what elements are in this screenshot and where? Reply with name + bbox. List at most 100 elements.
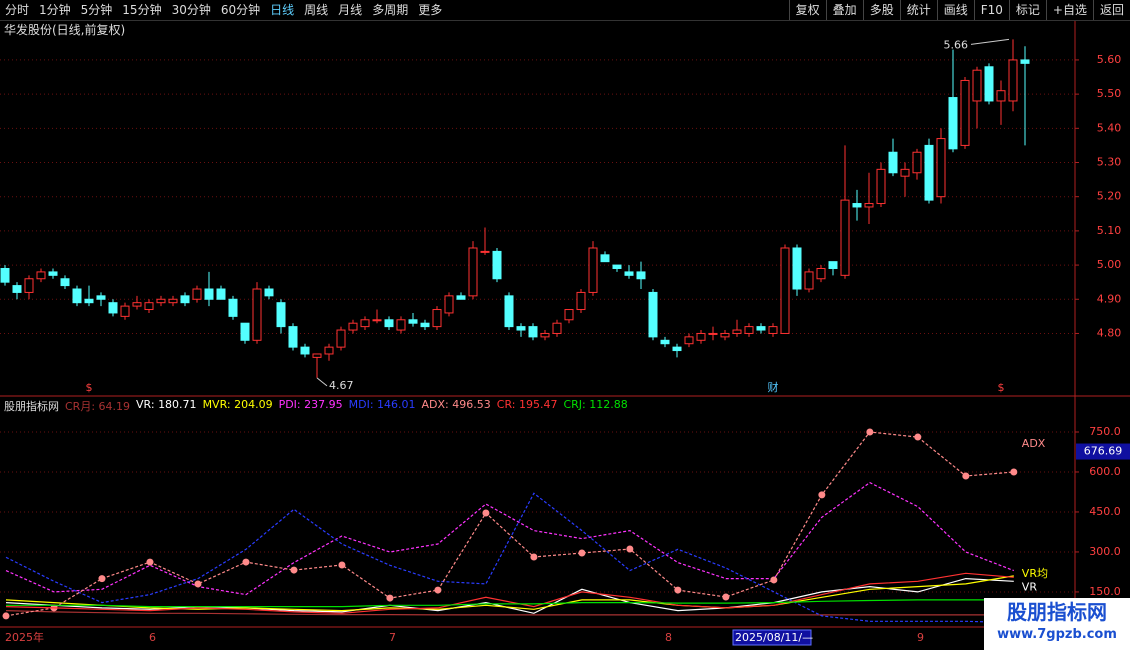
- indicator-line: [5, 572, 1014, 614]
- chart-title: 华发股份(日线,前复权): [4, 23, 126, 37]
- indicator-dot: [242, 558, 250, 566]
- candle-body: [276, 302, 286, 328]
- candle-body: [744, 326, 754, 334]
- legend-item: PDI: 237.95: [278, 398, 343, 411]
- candle-body: [96, 295, 106, 300]
- event-marker: $: [998, 381, 1005, 394]
- button[interactable]: 返回: [1092, 0, 1130, 20]
- x-tick-label: 7: [389, 631, 396, 644]
- tab[interactable]: 更多: [418, 3, 443, 17]
- indicator-dot: [530, 553, 538, 561]
- y-tick-label: 600.0: [1089, 465, 1121, 478]
- indicator-dot: [338, 561, 346, 569]
- candle-body: [732, 329, 742, 334]
- tool-buttons: 复权 叠加 多股 统计 画线 F10 标记 +自选 返回: [788, 0, 1130, 20]
- candle-body: [132, 302, 142, 307]
- candle-body: [684, 336, 694, 345]
- candle-body: [768, 326, 778, 334]
- candle-body: [828, 261, 838, 269]
- tab[interactable]: 月线: [338, 3, 363, 17]
- indicator-dot: [866, 428, 874, 436]
- candle-body: [360, 319, 370, 328]
- candle-body: [264, 288, 274, 297]
- candle-body: [324, 346, 334, 355]
- indicator-line: [5, 610, 1014, 616]
- tab[interactable]: 多周期: [372, 3, 409, 17]
- button[interactable]: 复权: [788, 0, 826, 20]
- candle-body: [468, 247, 478, 297]
- indicator-line: [6, 599, 1014, 608]
- line-end-label: ADX: [1022, 437, 1046, 450]
- candle-body: [960, 79, 970, 146]
- tab[interactable]: 周线: [304, 3, 329, 17]
- indicator-dot: [482, 509, 490, 517]
- tab[interactable]: 60分钟: [220, 3, 261, 17]
- tab[interactable]: 分时: [5, 3, 30, 17]
- y-tick-label: 450.0: [1089, 505, 1121, 518]
- button[interactable]: F10: [973, 0, 1009, 20]
- y-tick-label: 300.0: [1089, 545, 1121, 558]
- legend-item: ADX: 496.53: [421, 398, 491, 411]
- candle-body: [1020, 59, 1030, 64]
- legend-item: CR: 195.47: [496, 398, 558, 411]
- indicator-dot: [146, 558, 154, 566]
- candle-body: [576, 291, 586, 311]
- tab[interactable]: 15分钟: [122, 3, 162, 17]
- candle-body: [540, 332, 550, 338]
- candle-body: [624, 271, 634, 276]
- tab[interactable]: 30分钟: [171, 3, 211, 17]
- tab[interactable]: 日线: [270, 3, 295, 17]
- legend-item: CRJ: 112.88: [563, 398, 628, 411]
- button[interactable]: 叠加: [825, 0, 863, 20]
- button[interactable]: 标记: [1008, 0, 1046, 20]
- candle-body: [552, 322, 562, 334]
- indicator-line: [5, 431, 1014, 617]
- indicator-legend: 股朋指标网 CR月: 64.19 VR: 180.71 MVR: 204.09 PDI…: [4, 398, 628, 414]
- y-tick-label: 5.00: [1097, 258, 1122, 271]
- button[interactable]: +自选: [1045, 0, 1093, 20]
- y-tick-label: 4.90: [1097, 292, 1122, 305]
- candle-body: [420, 322, 430, 328]
- candle-body: [708, 332, 718, 335]
- candle-body: [192, 288, 202, 300]
- button[interactable]: 多股: [862, 0, 900, 20]
- tab[interactable]: 5分钟: [80, 3, 113, 17]
- x-tick-label: 6: [149, 631, 156, 644]
- candle-body: [204, 288, 214, 300]
- candle-body: [408, 319, 418, 324]
- candle-body: [876, 168, 886, 205]
- candle-body: [864, 203, 874, 208]
- candle-body: [216, 288, 226, 300]
- candle-body: [672, 346, 682, 352]
- candle-body: [12, 285, 22, 293]
- tab[interactable]: 1分钟: [39, 3, 71, 17]
- button[interactable]: 统计: [899, 0, 937, 20]
- candle-body: [756, 326, 766, 331]
- y-tick-label: 5.40: [1097, 121, 1122, 134]
- y-tick-label: 750.0: [1089, 425, 1121, 438]
- x-tick-label: 8: [665, 631, 672, 644]
- indicator-dot: [770, 576, 778, 584]
- candle-body: [636, 271, 646, 280]
- legend-item: CR月: 64.19: [65, 400, 131, 413]
- indicator-dot: [818, 491, 826, 499]
- candle-body: [720, 332, 730, 338]
- candle-body: [228, 298, 238, 317]
- watermark-title: 股朋指标网: [1007, 600, 1107, 624]
- candle-body: [336, 329, 346, 348]
- indicator-dot: [1010, 468, 1018, 476]
- event-marker: $: [86, 381, 93, 394]
- candle-body: [852, 203, 862, 208]
- button[interactable]: 画线: [936, 0, 974, 20]
- indicator-dot: [578, 549, 586, 557]
- candle-body: [24, 278, 34, 293]
- candle-body: [972, 69, 982, 102]
- candle-body: [696, 332, 706, 341]
- indicator-line: [5, 481, 1015, 596]
- candle-body: [0, 267, 10, 283]
- candle-body: [948, 97, 958, 150]
- indicator-line: [5, 492, 1014, 624]
- y-tick-label: 5.60: [1097, 53, 1122, 66]
